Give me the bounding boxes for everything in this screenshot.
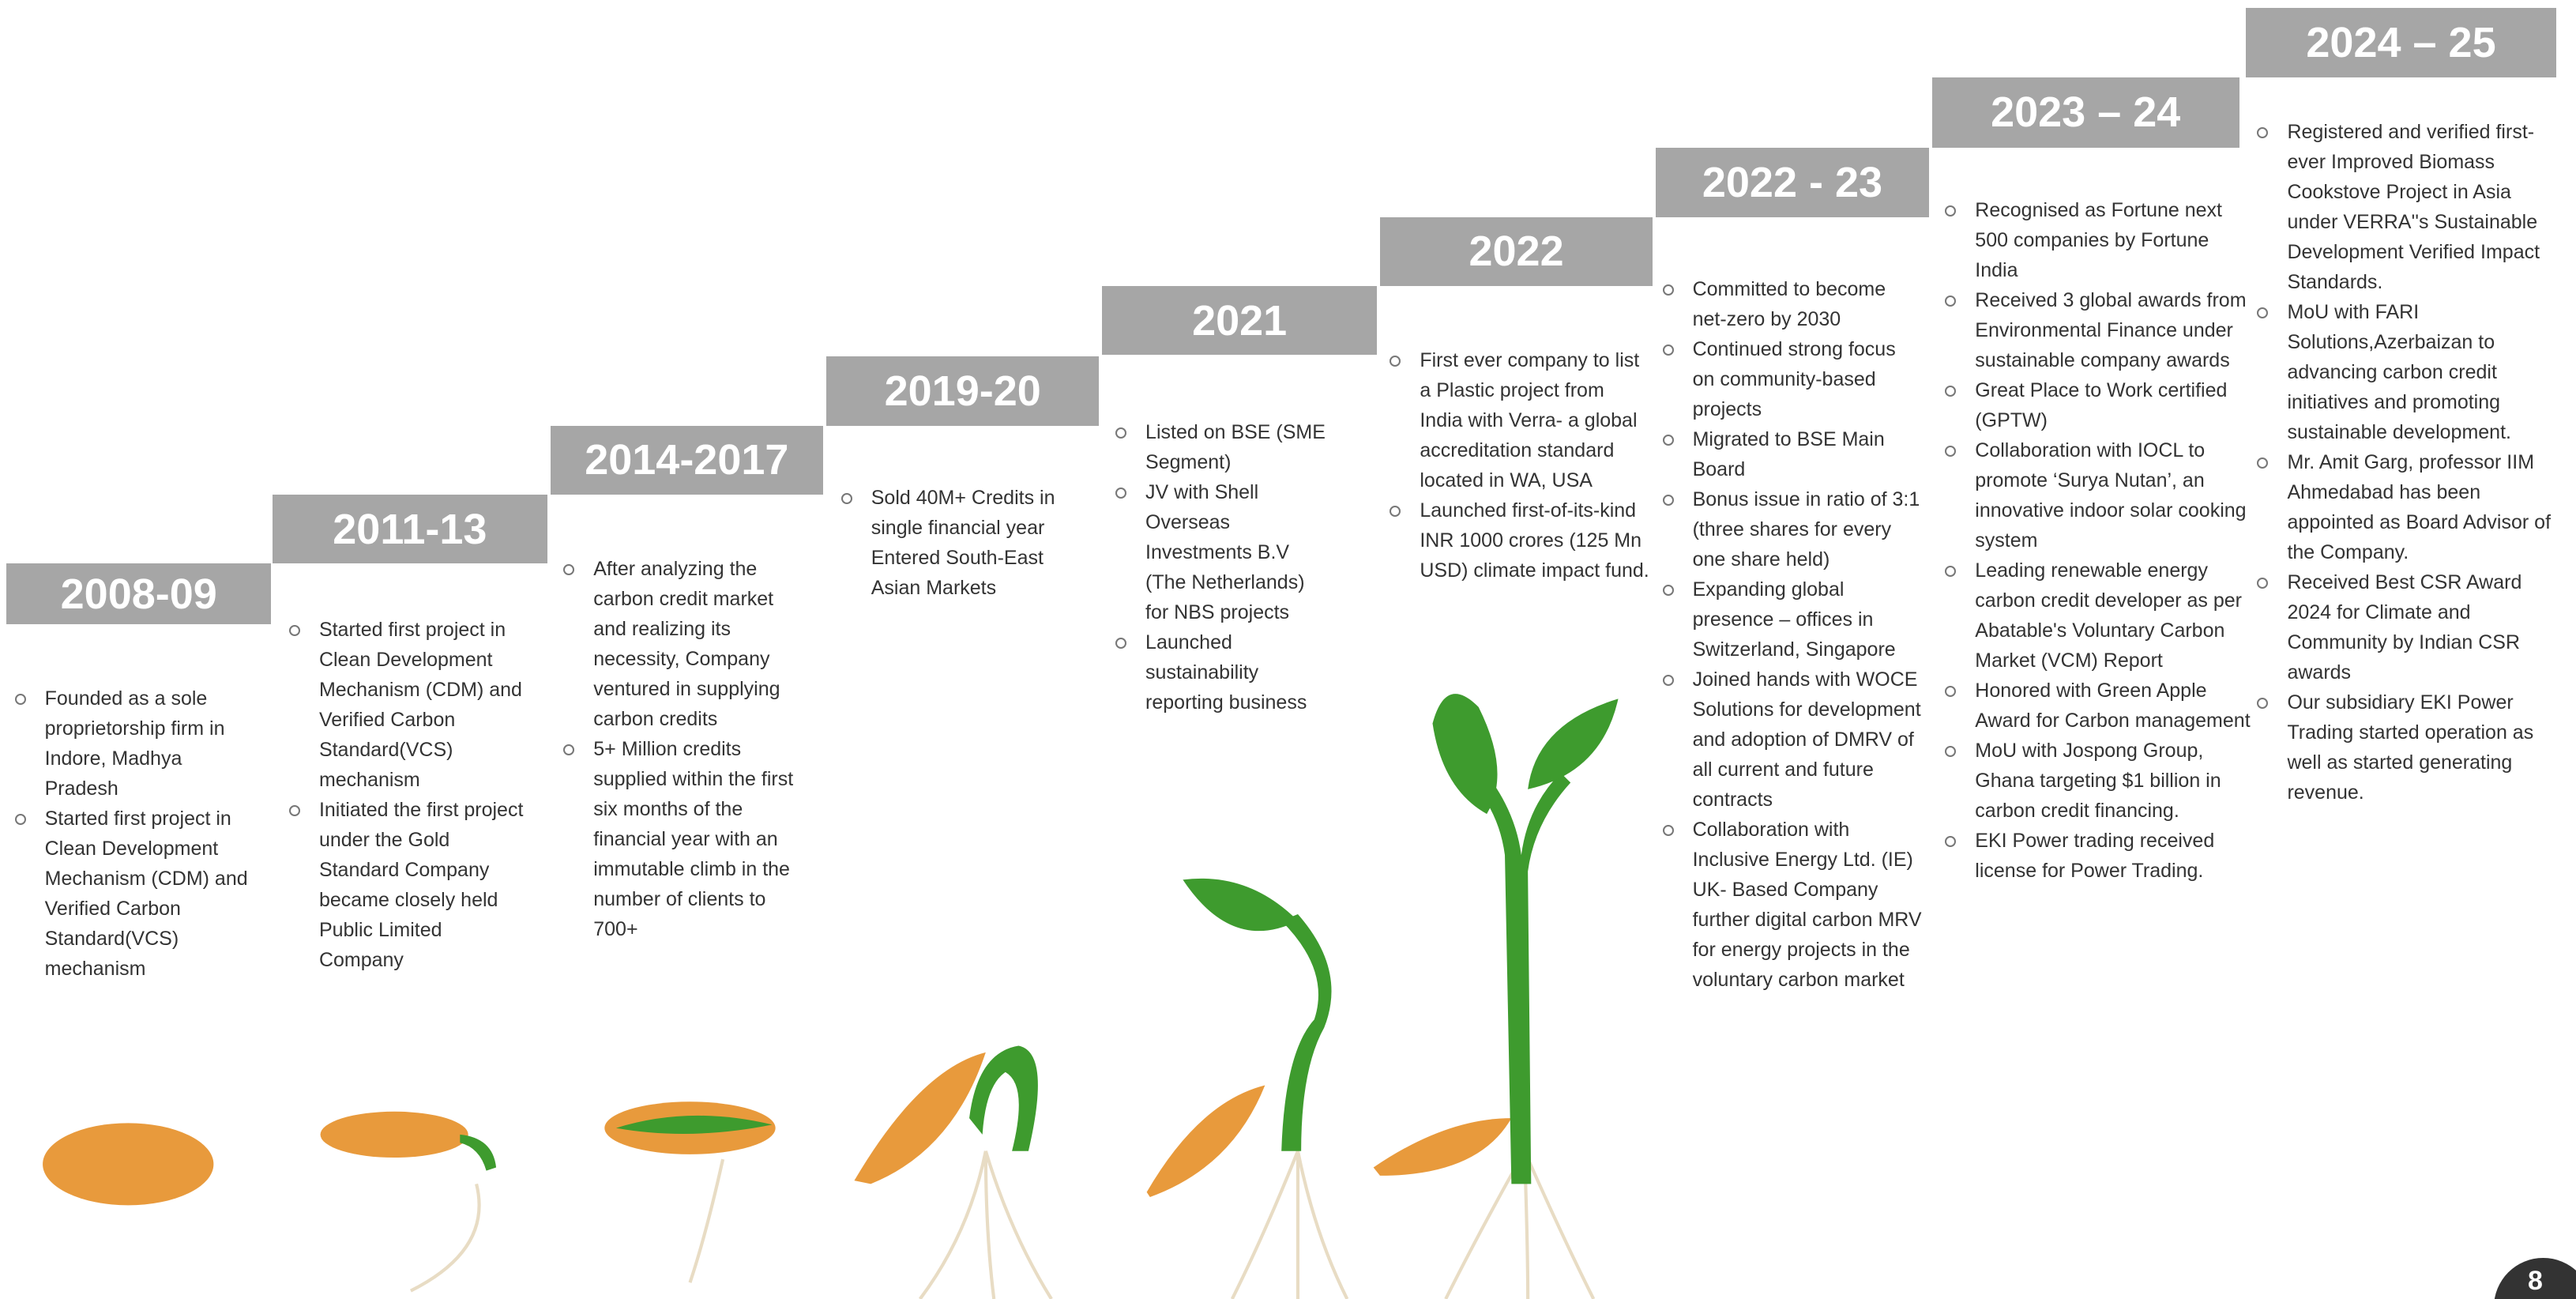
milestone-item: Bonus issue in ratio of 3:1 (three share… [1661,484,1923,574]
milestone-item: JV with Shell Overseas Investments B.V (… [1114,477,1327,627]
year-header: 2021 [1102,286,1376,355]
milestone-list: Started first project in Clean Developme… [288,615,526,975]
milestone-item: Registered and verified first-ever Impro… [2255,117,2566,297]
milestone-item: Joined hands with WOCE Solutions for dev… [1661,665,1923,815]
year-header: 2019-20 [826,356,1099,425]
milestone-item: After analyzing the carbon credit market… [562,554,805,734]
milestone-item: MoU with FARI Solutions,Azerbaizan to ad… [2255,297,2566,447]
milestone-item: Collaboration with IOCL to promote ‘Sury… [1943,435,2251,555]
milestone-item: Mr. Amit Garg, professor IIM Ahmedabad h… [2255,447,2566,567]
milestone-list: Sold 40M+ Credits in single financial ye… [840,483,1068,603]
year-header: 2008-09 [6,563,271,624]
milestone-item: Our subsidiary EKI Power Trading started… [2255,687,2566,808]
page-number: 8 [2528,1266,2543,1297]
milestone-item: Expanding global presence – offices in S… [1661,574,1923,665]
milestone-item: Recognised as Fortune next 500 companies… [1943,195,2251,285]
milestone-list: Registered and verified first-ever Impro… [2255,117,2566,808]
milestone-list: Founded as a sole proprietorship firm in… [13,683,255,984]
milestone-item: Founded as a sole proprietorship firm in… [13,683,255,804]
milestone-item: First ever company to list a Plastic pro… [1388,345,1649,495]
milestone-item: Listed on BSE (SME Segment) [1114,417,1327,477]
milestone-item: EKI Power trading received license for P… [1943,826,2251,886]
milestone-item: 5+ Million credits supplied within the f… [562,734,805,944]
milestone-list: First ever company to list a Plastic pro… [1388,345,1649,585]
milestone-list: Recognised as Fortune next 500 companies… [1943,195,2251,886]
year-header: 2011-13 [273,495,547,563]
milestone-item: Continued strong focus on community-base… [1661,334,1923,424]
milestone-item: Started first project in Clean Developme… [288,615,526,795]
milestone-item: Launched sustainability reporting busine… [1114,627,1327,717]
slide: 2008-09 Founded as a sole proprietorship … [0,0,2576,1299]
year-header: 2024 – 25 [2246,8,2556,77]
milestone-item: Started first project in Clean Developme… [13,804,255,984]
year-header: 2014-2017 [551,426,823,495]
milestone-item: Received Best CSR Award 2024 for Climate… [2255,567,2566,687]
milestone-item: Migrated to BSE Main Board [1661,424,1923,484]
milestone-item: Initiated the first project under the Go… [288,795,526,975]
year-header: 2022 - 23 [1656,148,1928,216]
milestone-list: Listed on BSE (SME Segment)JV with Shell… [1114,417,1327,717]
milestone-list: After analyzing the carbon credit market… [562,554,805,944]
milestone-item: Leading renewable energy carbon credit d… [1943,555,2251,676]
milestone-item: MoU with Jospong Group, Ghana targeting … [1943,736,2251,826]
milestone-item: Committed to become net-zero by 2030 [1661,274,1923,334]
milestone-item: Received 3 global awards from Environmen… [1943,285,2251,375]
milestone-item: Launched first-of-its-kind INR 1000 cror… [1388,495,1649,585]
year-header: 2022 [1380,217,1653,286]
milestone-item: Honored with Green Apple Award for Carbo… [1943,676,2251,736]
year-header: 2023 – 24 [1932,77,2239,148]
milestone-item: Collaboration with Inclusive Energy Ltd.… [1661,815,1923,995]
milestone-item: Sold 40M+ Credits in single financial ye… [840,483,1068,603]
milestone-item: Great Place to Work certified (GPTW) [1943,375,2251,435]
